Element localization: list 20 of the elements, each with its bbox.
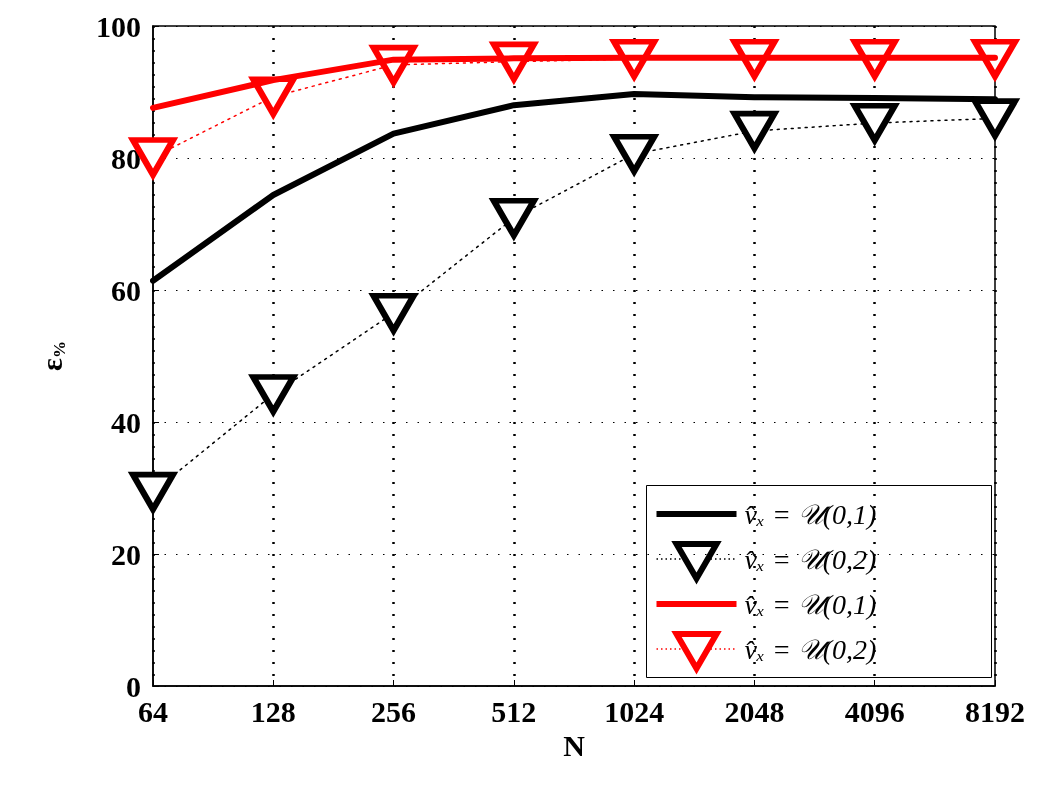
legend-label: v̂ₓ = 𝒰(0,1) [744,588,877,620]
x-tick-label: 128 [250,694,296,728]
y-axis-title: ε% [35,341,69,371]
y-tick-label: 60 [111,273,141,307]
legend-label: v̂ₓ = 𝒰(0,1) [744,498,877,530]
y-tick-label: 100 [96,9,141,43]
y-tick-label: 40 [111,405,141,439]
x-axis-title: N [563,729,586,763]
legend-label: v̂ₓ = 𝒰(0,2) [744,633,877,665]
x-tick-label: 8192 [965,694,1025,728]
y-tick-label: 20 [111,537,141,571]
y-tick-label: 0 [126,669,141,703]
x-tick-label: 256 [371,694,417,728]
x-tick-label: 4096 [844,694,905,728]
legend-label: v̂ₓ = 𝒰(0,2) [744,543,877,575]
y-tick-label: 80 [111,141,141,175]
x-tick-label: 2048 [724,694,785,728]
x-tick-label: 64 [138,694,168,728]
x-tick-label: 1024 [604,694,665,728]
x-tick-label: 512 [491,694,537,728]
